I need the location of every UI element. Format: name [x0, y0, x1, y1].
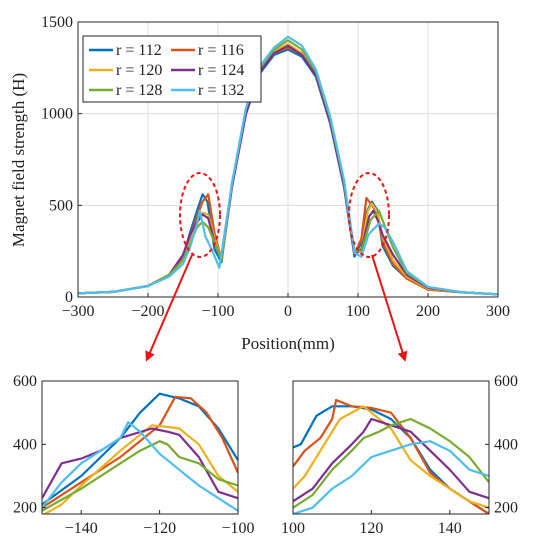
legend: r = 112 r = 116 r = 120 r = 124 r = 128 r = 1…: [82, 35, 262, 103]
left-inset-series-line-128: [42, 440, 238, 512]
legend-label-120: r = 120: [116, 62, 162, 79]
main-series-line-124: [78, 44, 498, 296]
left-inset-y-tick-label-1: 400: [13, 436, 37, 453]
right-inset-series-line-120: [293, 405, 489, 509]
right-inset-y-tick-label-0: 200: [494, 500, 518, 517]
main-series: [78, 35, 498, 296]
right-peak-highlight: [348, 172, 390, 258]
left-inset-frame: [41, 380, 239, 515]
main-x-tick-label-1: −200: [131, 303, 164, 320]
left-zoom-arrow: [145, 254, 193, 362]
left-inset-chart: −140 −120 −100 200 400 600: [13, 373, 255, 537]
main-x-tick-label-2: −100: [201, 303, 234, 320]
main-x-tick-label-6: 300: [486, 303, 510, 320]
right-inset-x-tick-label-2: 140: [438, 520, 462, 537]
main-y-tick-label-3: 1500: [41, 14, 73, 31]
legend-label-112: r = 112: [116, 42, 162, 59]
left-inset-y-tick-label-0: 200: [13, 500, 37, 517]
right-inset-series-line-128: [293, 417, 489, 509]
right-zoom-arrow: [371, 254, 408, 362]
main-x-tick-label-4: 100: [346, 303, 370, 320]
left-peak-highlight: [179, 172, 221, 258]
left-inset-series: [42, 392, 238, 514]
main-x-axis-label: Position(mm): [241, 334, 335, 353]
legend-label-132: r = 132: [198, 82, 244, 99]
main-x-tick-label-0: −300: [61, 303, 94, 320]
main-x-tick-label-5: 200: [416, 303, 440, 320]
left-inset-x-tick-label-1: −120: [143, 520, 176, 537]
main-series-line-132: [78, 35, 498, 296]
zoom-annotations: [145, 172, 408, 362]
legend-label-128: r = 128: [116, 82, 162, 99]
main-y-tick-label-1: 500: [49, 197, 73, 214]
right-inset-y-tick-label-2: 600: [494, 373, 518, 390]
right-inset-series: [293, 398, 489, 514]
main-y-tick-label-0: 0: [65, 289, 73, 306]
left-inset-x-tick-label-2: −100: [221, 520, 254, 537]
right-inset-ticks: 100 120 140 200 400 600: [281, 373, 518, 537]
legend-label-116: r = 116: [198, 42, 244, 59]
right-inset-x-tick-label-1: 120: [359, 520, 383, 537]
main-x-tick-label-3: 0: [284, 303, 292, 320]
left-inset-y-tick-label-2: 600: [13, 373, 37, 390]
main-chart: −300 −200 −100 0 100 200 300 0 500 1000 1500 Posit…: [9, 14, 510, 353]
right-inset-x-tick-label-0: 100: [281, 520, 305, 537]
left-inset-series-line-132: [42, 421, 238, 512]
right-inset-y-tick-label-1: 400: [494, 436, 518, 453]
main-y-axis-label: Magnet field strength (H): [9, 73, 28, 247]
legend-label-124: r = 124: [198, 62, 244, 79]
left-inset-ticks: −140 −120 −100 200 400 600: [13, 373, 255, 537]
right-inset-chart: 100 120 140 200 400 600: [281, 373, 518, 537]
right-inset-series-line-132: [293, 440, 489, 514]
main-ticks: −300 −200 −100 0 100 200 300 0 500 1000 1500: [41, 14, 510, 320]
right-inset-frame: [292, 380, 490, 515]
left-inset-x-tick-label-0: −140: [65, 520, 98, 537]
main-y-tick-label-2: 1000: [41, 106, 73, 123]
right-inset-series-line-124: [293, 417, 489, 503]
